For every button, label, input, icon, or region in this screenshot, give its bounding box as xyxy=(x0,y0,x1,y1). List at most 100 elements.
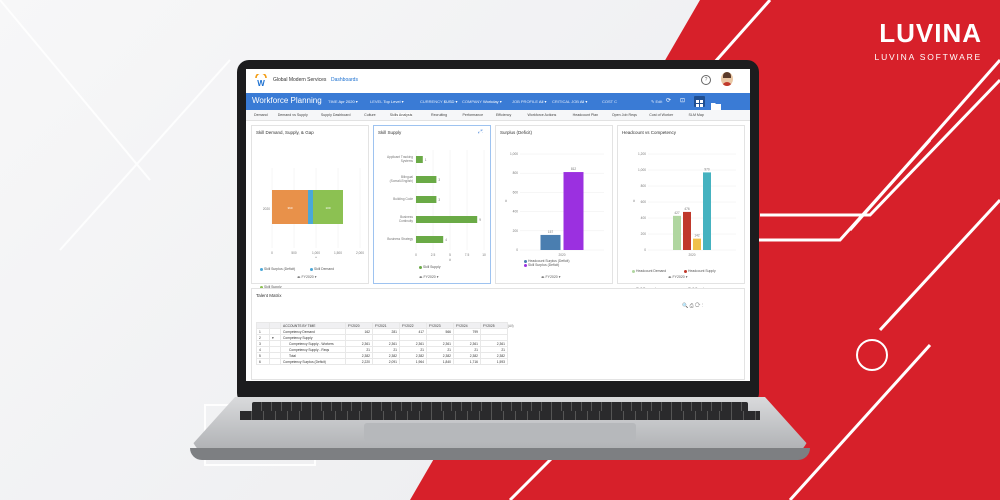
bar-label: 9 xyxy=(479,218,481,222)
table-row[interactable]: 6 Competency Surplus (Deficit) 2,220 2,091 1… xyxy=(256,358,508,365)
legend-label: Headcount Supply xyxy=(688,269,716,273)
tab-slm-map[interactable]: SLM Map xyxy=(688,113,704,117)
panel-footer[interactable]: ◂▸ FY2020 ▾ xyxy=(541,275,561,279)
filter-job-profile[interactable]: JOB PROFILE All ▾ xyxy=(512,99,546,104)
legend-swatch xyxy=(419,265,422,269)
legend-swatch xyxy=(524,263,527,267)
filter-currency[interactable]: CURRENCY $USD ▾ xyxy=(420,99,458,104)
table-tools[interactable]: 🔍 ⎙ ⟳ ⋮ xyxy=(682,303,704,309)
laptop-lip xyxy=(190,448,810,460)
legend-item: Skill Surplus (Deficit) xyxy=(260,267,310,271)
y-tick-label: 2020 xyxy=(263,207,270,211)
tab-open-job-reqs[interactable]: Open Job Reqs xyxy=(611,113,637,117)
table-row[interactable]: 5 Total 2,382 2,382 2,382 2,382 2,382 2,382 xyxy=(256,352,508,359)
workday-logo-icon: W xyxy=(255,74,267,87)
x-tick-label: 10 xyxy=(482,253,486,257)
category-label: Continuity xyxy=(399,219,414,223)
category-label: Building Code xyxy=(393,197,413,201)
bar-label: 476 xyxy=(684,207,690,211)
y-tick-label: 1,000 xyxy=(638,168,646,172)
tab-performance[interactable]: Performance xyxy=(462,113,484,117)
panel-skill-gap: Skill Demand, Supply, & Gap 0 500 1,000 1,5… xyxy=(251,125,369,289)
logo-wordmark: LUVINA xyxy=(879,18,982,48)
x-tick-label: 2020 xyxy=(688,253,695,257)
chart-skill-gap: 0 500 1,000 1,500 2,000 #2020 360 100 xyxy=(263,168,364,258)
bar xyxy=(416,156,423,163)
bar-skill-supply xyxy=(703,172,711,250)
tab-workforce-actions[interactable]: Workforce Actions xyxy=(527,113,557,117)
bar-label: 142 xyxy=(694,234,700,238)
table-cell: 6 xyxy=(256,358,270,365)
folder-icon[interactable] xyxy=(711,97,721,110)
filter-value: Apr 2020 ▾ xyxy=(338,99,358,104)
bar xyxy=(416,236,444,243)
table-cell: 1,964 xyxy=(399,358,427,365)
refresh-icon[interactable]: ⟳ xyxy=(666,98,672,104)
filter-value: All ▾ xyxy=(538,99,547,104)
chart-surplus: 0 200 400 600 800 1,000 #157 812 2020 xyxy=(505,152,604,257)
y-tick-label: 0 xyxy=(644,248,646,252)
x-tick-label: 2.5 xyxy=(431,253,436,257)
org-name: Global Modern Services xyxy=(273,77,327,83)
tab-demand[interactable]: Demand xyxy=(254,113,268,117)
legend-swatch xyxy=(524,259,527,263)
y-tick-label: 800 xyxy=(513,171,519,175)
filter-label: COMPANY xyxy=(462,99,483,104)
bar-headcount-demand xyxy=(673,215,681,250)
tab-recruiting[interactable]: Recruiting xyxy=(431,113,448,117)
y-tick-label: 200 xyxy=(513,229,519,233)
tab-efficiency[interactable]: Efficiency xyxy=(495,113,512,117)
x-tick-label: 5 xyxy=(449,253,451,257)
panel-footer[interactable]: ◂▸ FY2020 ▾ xyxy=(419,275,439,279)
tab-skills-analysis[interactable]: Skills Analysis xyxy=(389,113,413,117)
filter-level[interactable]: LEVEL Top Level ▾ xyxy=(370,99,404,104)
tab-cost-of-worker[interactable]: Cost of Worker xyxy=(649,113,674,117)
bar-label: 3 xyxy=(438,198,440,202)
panel-headcount: Headcount vs Competency 0 200 400 600 800 1,0… xyxy=(617,125,745,291)
filter-critical-job[interactable]: CRITICAL JOB All ▾ xyxy=(552,99,587,104)
grid-view-icon[interactable] xyxy=(694,96,705,107)
tab-demand-vs-supply[interactable]: Demand vs Supply xyxy=(277,113,308,117)
category-label: (Somali-English) xyxy=(390,179,413,183)
filter-time[interactable]: TIME Apr 2020 ▾ xyxy=(328,99,358,104)
filter-label: CRITICAL JOB xyxy=(552,99,580,104)
legend-surplus: Headcount Surplus (Deficit) Skill Surplus… xyxy=(524,259,569,267)
help-icon[interactable]: ? xyxy=(701,75,711,85)
y-tick-label: 600 xyxy=(513,190,519,194)
tab-supply-dashboard[interactable]: Supply Dashboard xyxy=(320,113,351,117)
filter-company[interactable]: COMPANY Workday ▾ xyxy=(462,99,502,104)
bar-label: 360 xyxy=(287,206,292,210)
table-cell: 2,220 xyxy=(345,358,373,365)
legend-swatch xyxy=(310,267,313,271)
edit-link[interactable]: ✎ Edit xyxy=(651,99,663,104)
bar-skill-demand xyxy=(272,190,308,224)
bar-label: 157 xyxy=(548,230,554,234)
app-screen: W Global Modern Services Dashboards ? Wo… xyxy=(246,69,750,381)
keyboard-row xyxy=(240,411,760,420)
legend-item: Skill Demand xyxy=(310,267,360,271)
edit-label: Edit xyxy=(655,99,663,104)
x-tick-label: 0 xyxy=(415,253,417,257)
bar-label: 4 xyxy=(445,238,447,242)
camera-icon[interactable]: ⊡ xyxy=(680,98,686,104)
expand-icon[interactable]: ⤢⋮ xyxy=(478,129,484,135)
panel-title: Skill Supply xyxy=(378,130,402,135)
dashboards-link[interactable]: Dashboards xyxy=(331,77,358,83)
y-tick-label: 200 xyxy=(641,232,647,236)
filter-label: TIME xyxy=(328,99,339,104)
tab-headcount-plan[interactable]: Headcount Plan xyxy=(572,113,599,117)
bar-label: 427 xyxy=(674,211,680,215)
tab-culture[interactable]: Culture xyxy=(364,113,376,117)
bar-label: 812 xyxy=(571,167,577,171)
panel-footer[interactable]: ◂▸ FY2020 ▾ xyxy=(297,275,317,279)
panel-title: Skill Demand, Supply, & Gap xyxy=(256,130,314,135)
x-tick-label: 0 xyxy=(271,251,273,255)
category-label: Business Strategy xyxy=(387,237,413,241)
x-tick-label: 500 xyxy=(291,251,297,255)
avatar[interactable] xyxy=(721,72,733,86)
filter-cost-c[interactable]: COST C xyxy=(602,99,617,104)
legend-skill-supply: Skill Supply xyxy=(419,265,441,269)
category-label: Business xyxy=(400,215,413,219)
y-axis-label: # xyxy=(505,199,507,203)
panel-footer[interactable]: ◂▸ FY2020 ▾ xyxy=(668,275,688,279)
